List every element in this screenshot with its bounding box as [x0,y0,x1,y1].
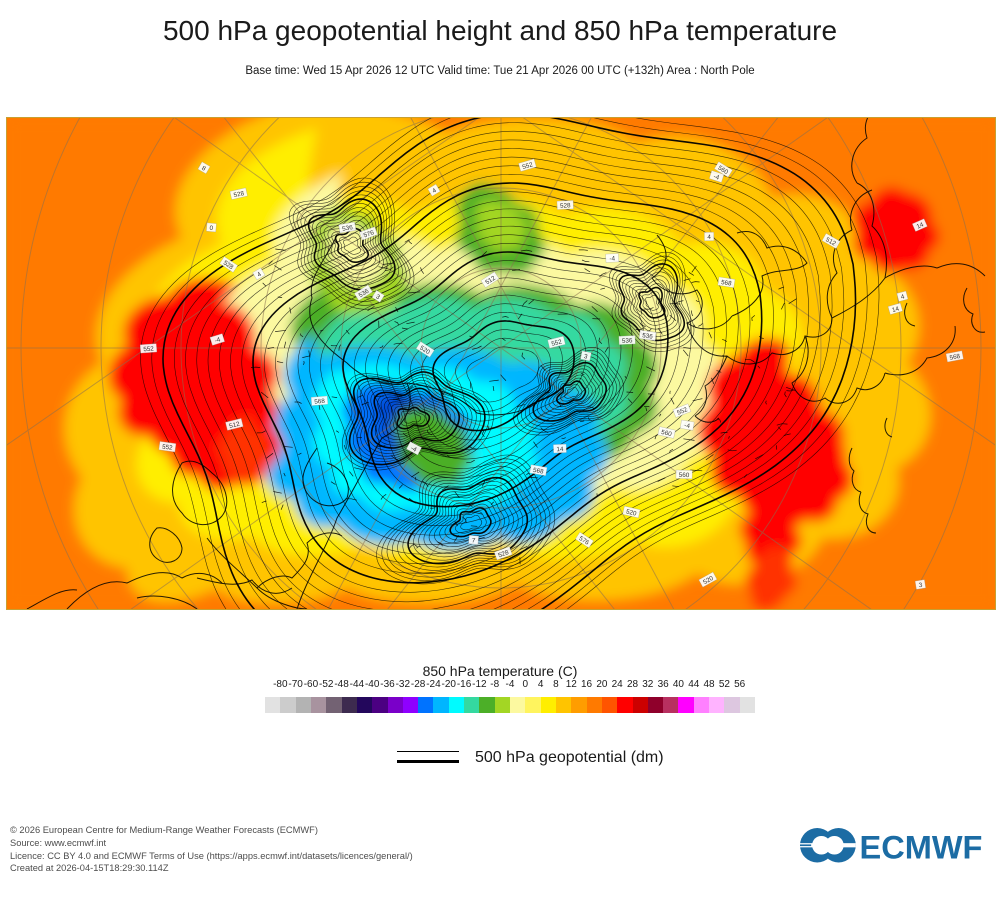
svg-text:560: 560 [679,472,690,479]
svg-text:4: 4 [707,234,711,241]
svg-text:14: 14 [556,446,564,453]
svg-text:552: 552 [143,345,154,353]
svg-text:528: 528 [560,202,571,210]
svg-text:536: 536 [622,337,633,344]
svg-text:552: 552 [162,444,174,452]
svg-text:568: 568 [314,398,326,406]
svg-text:ECMWF: ECMWF [860,830,983,866]
svg-text:-4: -4 [609,255,615,262]
